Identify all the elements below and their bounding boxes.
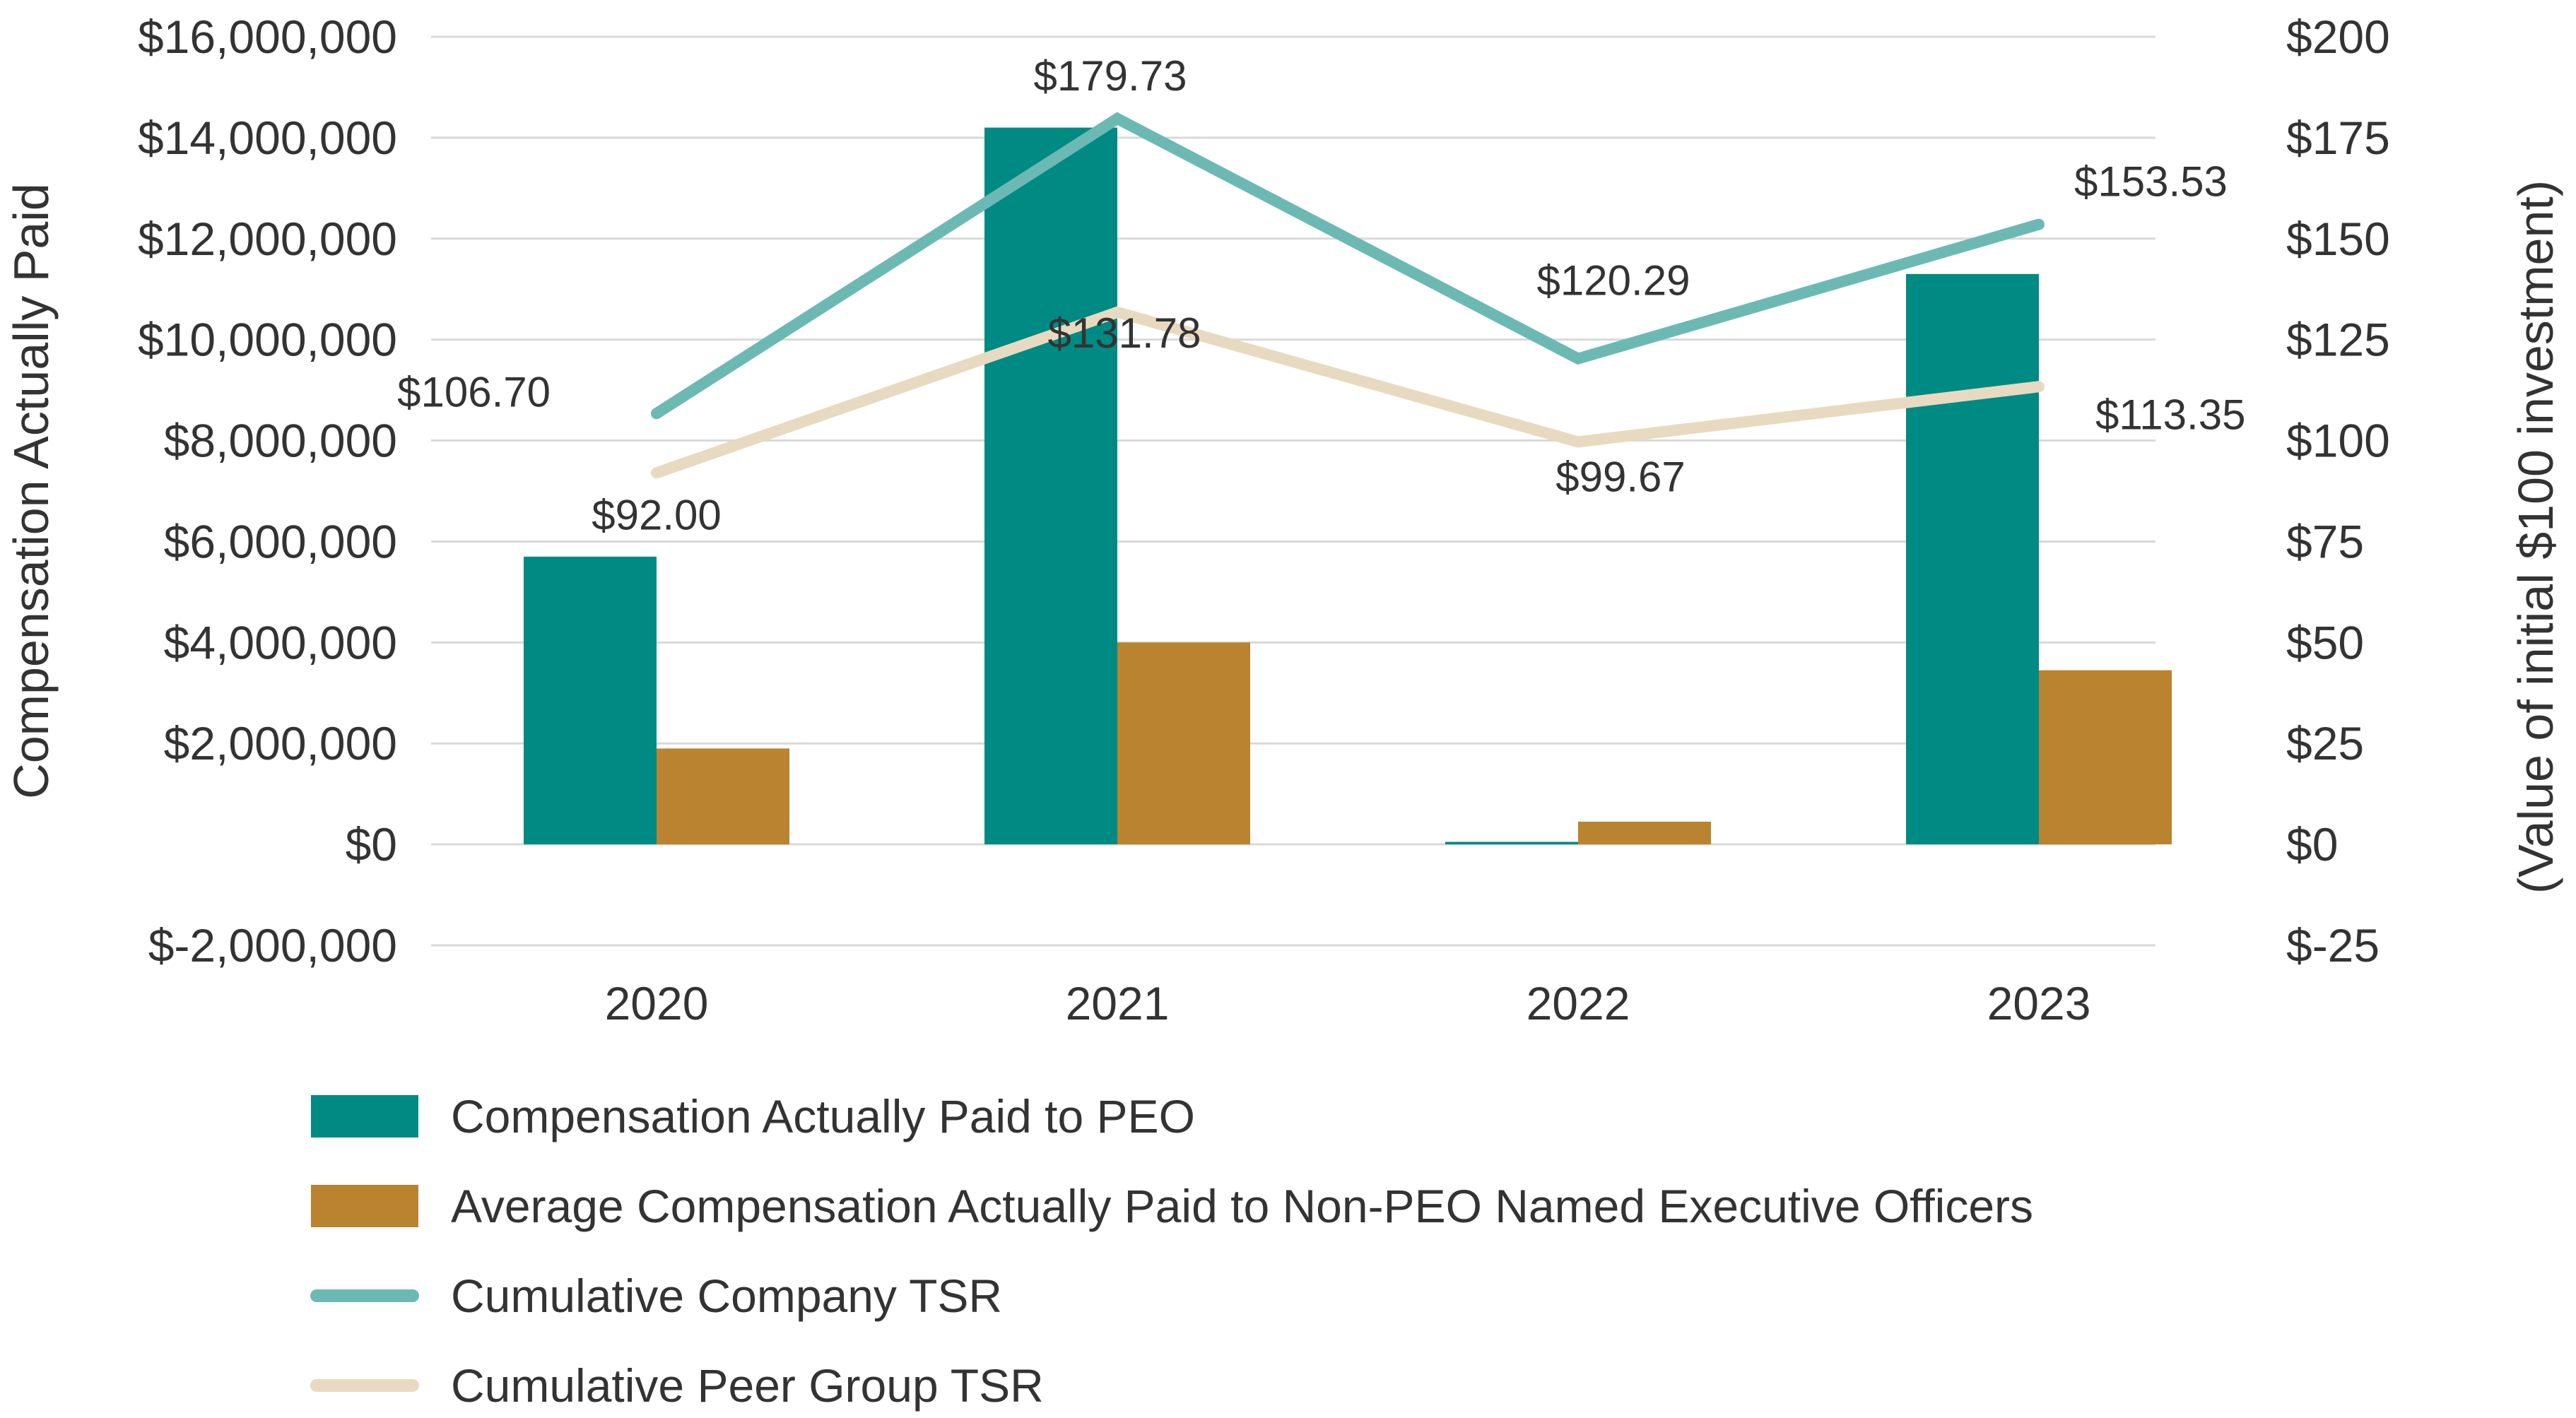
- bar-non-peo: [657, 748, 789, 845]
- y-right-tick-label: $25: [2286, 717, 2364, 769]
- legend-item-company-tsr: Cumulative Company TSR: [310, 1270, 1002, 1322]
- line-company-tsr: [651, 112, 2045, 420]
- bar-non-peo: [1578, 821, 1711, 845]
- y-left-tick-label: $4,000,000: [164, 616, 397, 668]
- y-right-tick-label: $200: [2286, 11, 2390, 63]
- legend-label: Cumulative Company TSR: [451, 1270, 1002, 1322]
- legend-label: Compensation Actually Paid to PEO: [451, 1090, 1195, 1142]
- y-right-tick-label: $75: [2286, 515, 2364, 567]
- x-tick-label: 2020: [605, 977, 709, 1029]
- bar-peo: [984, 127, 1117, 845]
- y-left-tick-label: $12,000,000: [138, 213, 397, 265]
- legend-swatch: [311, 1095, 418, 1138]
- legend-item-non-peo: Average Compensation Actually Paid to No…: [311, 1180, 2033, 1232]
- x-tick-label: 2023: [1987, 977, 2091, 1029]
- y-left-tick-label: $-2,000,000: [148, 919, 397, 971]
- legend-label: Average Compensation Actually Paid to No…: [451, 1180, 2033, 1232]
- bar-peo: [524, 556, 657, 845]
- y-left-tick-label: $0: [346, 818, 397, 870]
- legend-item-peer-tsr: Cumulative Peer Group TSR: [310, 1359, 1044, 1412]
- bar-non-peo: [2039, 670, 2172, 845]
- y-left-tick-label: $16,000,000: [138, 11, 397, 63]
- y-left-tick-label: $14,000,000: [138, 112, 397, 164]
- company-tsr-data-label: $120.29: [1537, 257, 1690, 305]
- y-left-tick-label: $2,000,000: [164, 717, 397, 769]
- legend-swatch: [311, 1185, 418, 1227]
- bar-peo: [1906, 273, 2039, 845]
- company-tsr-data-label: $106.70: [397, 368, 551, 415]
- y-left-tick-label: $10,000,000: [138, 314, 397, 366]
- y-right-tick-label: $0: [2286, 818, 2338, 870]
- company-tsr-data-label: $179.73: [1034, 52, 1187, 100]
- y-right-tick-label: $50: [2286, 616, 2364, 668]
- y-right-tick-label: $125: [2286, 314, 2390, 366]
- y-left-axis-title: Compensation Actually Paid: [4, 183, 59, 799]
- peer-tsr-data-label: $131.78: [1048, 309, 1201, 357]
- x-tick-label: 2022: [1527, 977, 1630, 1029]
- y-right-tick-label: $100: [2286, 415, 2390, 467]
- y-right-tick-label: $-25: [2286, 919, 2380, 971]
- y-right-tick-label: $175: [2286, 112, 2390, 164]
- peer-tsr-data-label: $92.00: [592, 491, 722, 538]
- peer-tsr-data-label: $99.67: [1555, 453, 1686, 500]
- peer-tsr-data-label: $113.35: [2095, 391, 2245, 438]
- line-peer-tsr: [651, 306, 2045, 479]
- y-right-axis-title: (Value of initial $100 investment): [2508, 180, 2563, 894]
- bar-non-peo: [1117, 642, 1250, 845]
- bar-peo: [1445, 841, 1578, 845]
- y-right-tick-label: $150: [2286, 213, 2390, 265]
- y-left-tick-label: $6,000,000: [164, 515, 397, 567]
- company-tsr-data-label: $153.53: [2074, 158, 2228, 206]
- y-left-tick-label: $8,000,000: [164, 415, 397, 467]
- legend-label: Cumulative Peer Group TSR: [451, 1359, 1044, 1412]
- legend-item-peo: Compensation Actually Paid to PEO: [311, 1090, 1195, 1142]
- x-tick-label: 2021: [1066, 977, 1170, 1029]
